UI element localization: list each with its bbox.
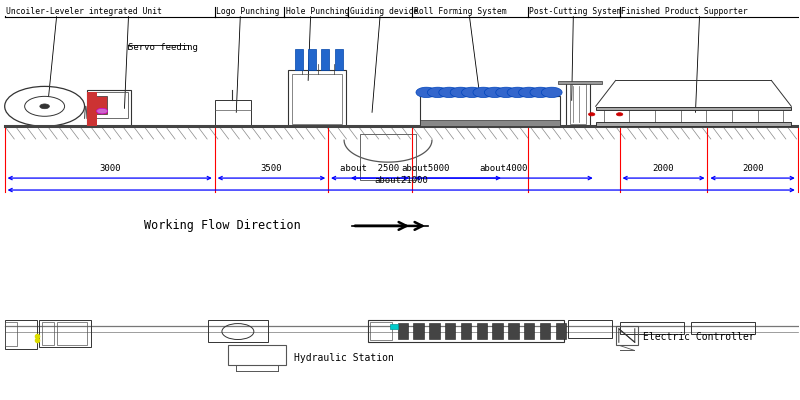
Bar <box>420 120 560 126</box>
Bar <box>596 107 791 110</box>
Circle shape <box>438 87 459 98</box>
Bar <box>5 322 17 346</box>
Bar <box>90 92 128 118</box>
Bar <box>390 324 398 329</box>
Bar <box>691 322 755 334</box>
Circle shape <box>518 87 539 98</box>
Text: Post-Cutting System: Post-Cutting System <box>530 8 622 16</box>
Bar <box>477 323 487 339</box>
Circle shape <box>507 87 528 98</box>
Text: Logo Punching: Logo Punching <box>216 8 280 16</box>
Bar <box>370 322 392 340</box>
Circle shape <box>530 87 550 98</box>
Text: 3000: 3000 <box>99 164 121 173</box>
Bar <box>5 320 37 350</box>
Bar <box>214 100 250 126</box>
Text: about5000: about5000 <box>402 164 450 173</box>
Circle shape <box>473 87 494 98</box>
Bar <box>294 48 302 70</box>
Text: Hole Punching: Hole Punching <box>286 8 349 16</box>
Text: Finished Product Supporter: Finished Product Supporter <box>622 8 748 16</box>
Circle shape <box>617 113 623 116</box>
Bar <box>620 322 683 334</box>
Text: Hydraulic Station: Hydraulic Station <box>294 353 394 363</box>
Bar <box>461 323 471 339</box>
Text: 2000: 2000 <box>653 164 674 173</box>
Text: Guiding device: Guiding device <box>350 8 418 16</box>
Text: about  2500: about 2500 <box>341 164 400 173</box>
Bar <box>616 326 638 346</box>
Text: Roll Forming System: Roll Forming System <box>414 8 506 16</box>
Text: Working Flow Direction: Working Flow Direction <box>145 220 301 232</box>
Text: Uncoiler-Leveler integrated Unit: Uncoiler-Leveler integrated Unit <box>6 8 162 16</box>
Bar <box>556 323 566 339</box>
Bar <box>39 320 91 348</box>
Bar <box>558 81 602 84</box>
Bar <box>87 90 131 126</box>
Bar <box>322 48 329 70</box>
Text: about4000: about4000 <box>480 164 528 173</box>
Circle shape <box>542 87 562 98</box>
Circle shape <box>416 87 437 98</box>
Bar <box>87 92 97 126</box>
Bar <box>308 48 316 70</box>
Bar <box>493 323 503 339</box>
Bar <box>360 134 416 180</box>
Bar <box>524 323 534 339</box>
Text: 2000: 2000 <box>742 164 763 173</box>
Bar <box>57 322 87 346</box>
Circle shape <box>40 104 50 109</box>
Circle shape <box>496 87 517 98</box>
Bar <box>414 323 424 339</box>
Bar <box>334 48 342 70</box>
Bar <box>398 323 408 339</box>
Bar <box>570 84 586 124</box>
Bar <box>508 323 518 339</box>
Bar <box>540 323 550 339</box>
Bar <box>292 74 342 124</box>
Bar <box>596 122 791 126</box>
Bar <box>445 323 455 339</box>
Bar <box>368 320 564 342</box>
Bar <box>42 322 54 346</box>
Bar <box>93 96 107 114</box>
Bar <box>566 82 590 126</box>
Circle shape <box>450 87 471 98</box>
Circle shape <box>589 113 595 116</box>
Text: Electric Controller: Electric Controller <box>642 332 754 342</box>
Text: Servo feeding: Servo feeding <box>129 42 198 52</box>
Text: 3500: 3500 <box>261 164 282 173</box>
Bar <box>420 96 560 126</box>
Text: about21000: about21000 <box>374 176 428 185</box>
Circle shape <box>484 87 505 98</box>
Bar <box>288 70 346 126</box>
Bar <box>208 320 268 342</box>
Circle shape <box>462 87 482 98</box>
Bar <box>228 346 286 366</box>
Bar <box>568 320 612 338</box>
Bar <box>430 323 440 339</box>
Circle shape <box>97 108 108 114</box>
Circle shape <box>427 87 448 98</box>
